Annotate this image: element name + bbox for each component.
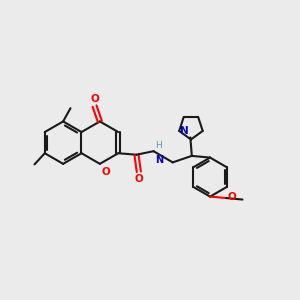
Text: N: N (155, 155, 163, 165)
Text: O: O (134, 174, 143, 184)
Text: N: N (180, 127, 189, 136)
Text: O: O (227, 192, 236, 202)
Text: H: H (155, 141, 161, 150)
Text: O: O (101, 167, 110, 177)
Text: O: O (90, 94, 99, 104)
